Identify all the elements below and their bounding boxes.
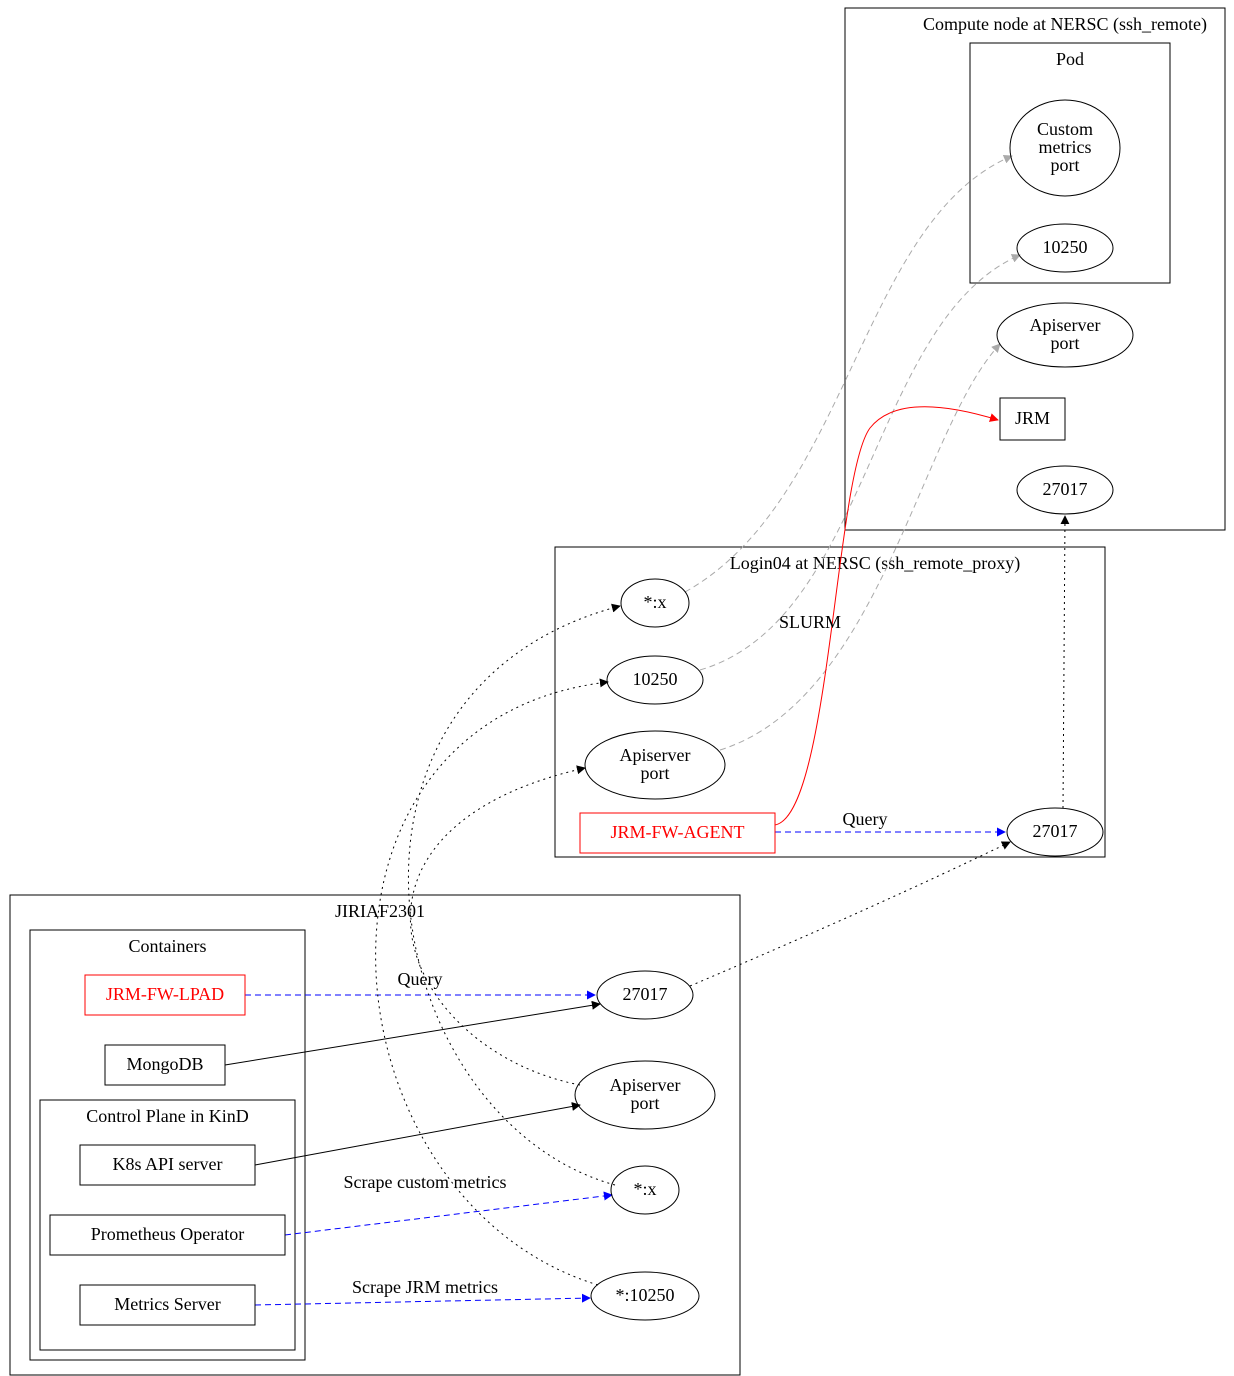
node-login_api-label: Apiserver <box>620 745 691 765</box>
edge-login_starx-custom_metrics <box>685 156 1012 592</box>
node-login_api-label: port <box>641 763 670 783</box>
edge-local_api-login_api <box>410 768 585 1085</box>
node-remote_27017-label: 27017 <box>1043 479 1088 499</box>
node-local_api-label: port <box>631 1093 660 1113</box>
node-prom_op-label: Prometheus Operator <box>91 1224 244 1244</box>
cluster-pod-title: Pod <box>1056 49 1084 69</box>
edge-label-jrm_fw_lpad-local_27017: Query <box>398 969 443 989</box>
edge-prom_op-local_starx <box>285 1195 612 1235</box>
node-login_starx-label: *:x <box>643 592 666 612</box>
edge-local_27017-login_27017 <box>690 842 1010 986</box>
node-local_27017-label: 27017 <box>623 984 668 1004</box>
cluster-kind-title: Control Plane in KinD <box>86 1106 249 1126</box>
node-k8s_api-label: K8s API server <box>113 1154 223 1174</box>
node-custom_metrics-label: metrics <box>1039 137 1092 157</box>
node-pod_10250-label: 10250 <box>1043 237 1088 257</box>
edge-mongodb-local_27017 <box>225 1004 600 1065</box>
node-local_10250-label: *:10250 <box>615 1285 674 1305</box>
node-jrm_fw_lpad-label: JRM-FW-LPAD <box>106 984 224 1004</box>
node-jrm-label: JRM <box>1015 408 1050 428</box>
node-mongodb-label: MongoDB <box>126 1054 203 1074</box>
edge-label-jrm_fw_agent-jrm: SLURM <box>779 612 841 632</box>
node-login_27017-label: 27017 <box>1033 821 1078 841</box>
cluster-containers-title: Containers <box>129 936 207 956</box>
node-jrm_fw_agent-label: JRM-FW-AGENT <box>611 822 745 842</box>
node-custom_metrics-label: port <box>1051 155 1080 175</box>
cluster-compute-title: Compute node at NERSC (ssh_remote) <box>923 14 1207 35</box>
cluster-compute <box>845 8 1225 530</box>
edge-label-jrm_fw_agent-login_27017: Query <box>843 809 888 829</box>
edge-label-metrics_srv-local_10250: Scrape JRM metrics <box>352 1277 498 1297</box>
edge-login_27017-remote_27017 <box>1063 516 1065 808</box>
edge-label-prom_op-local_starx: Scrape custom metrics <box>344 1172 507 1192</box>
node-remote_api-label: Apiserver <box>1030 315 1101 335</box>
node-local_starx-label: *:x <box>633 1179 656 1199</box>
edge-login_10250-pod_10250 <box>700 255 1020 670</box>
node-custom_metrics-label: Custom <box>1037 119 1093 139</box>
edge-k8s_api-local_api <box>255 1105 580 1165</box>
architecture-diagram: Compute node at NERSC (ssh_remote) Pod Log… <box>0 0 1234 1376</box>
node-remote_api-label: port <box>1051 333 1080 353</box>
node-metrics_srv-label: Metrics Server <box>114 1294 220 1314</box>
node-local_api-label: Apiserver <box>610 1075 681 1095</box>
cluster-login-title: Login04 at NERSC (ssh_remote_proxy) <box>730 553 1020 574</box>
node-login_10250-label: 10250 <box>633 669 678 689</box>
